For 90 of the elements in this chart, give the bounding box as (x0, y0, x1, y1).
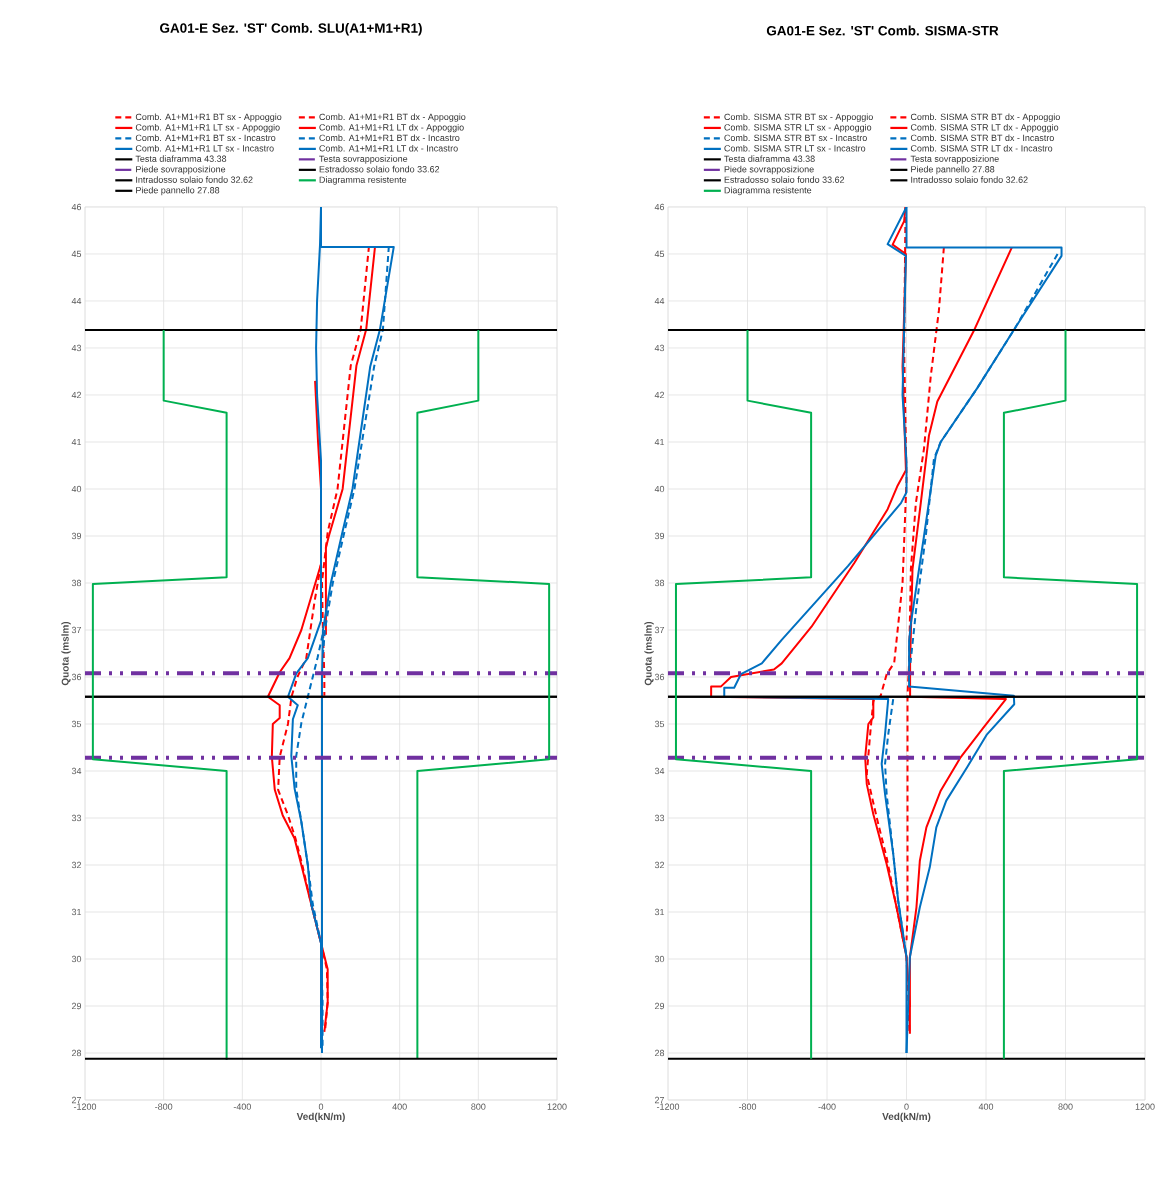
y-tick-label: 37 (654, 626, 664, 634)
y-tick-label: 28 (654, 1049, 664, 1057)
y-tick-label: 27 (71, 1096, 81, 1104)
y-tick-label: 39 (654, 532, 664, 540)
x-tick-label: -800 (738, 1103, 756, 1110)
x-tick-label: -400 (818, 1103, 836, 1110)
legend-label: Comb. SISMA STR BT dx - Incastro (910, 134, 1054, 142)
legend-label: Piede sovrapposizione (724, 165, 814, 175)
y-tick-label: 35 (71, 720, 81, 728)
y-axis-title: Quota (mslm) (61, 621, 71, 686)
y-tick-label: 37 (71, 626, 81, 634)
x-axis-title: Ved(kN/m) (882, 1112, 931, 1122)
legend-label: Diagramma resistente (724, 186, 812, 196)
x-tick-label: -1200 (656, 1103, 679, 1110)
y-tick-label: 38 (654, 579, 664, 587)
y-tick-label: 32 (71, 861, 81, 869)
y-tick-label: 39 (71, 532, 81, 540)
x-tick-label: 1200 (1135, 1103, 1155, 1110)
legend-label: Comb. A1+M1+R1 BT dx - Incastro (319, 134, 460, 142)
legend-label: Comb. SISMA STR BT sx - Incastro (724, 134, 867, 142)
y-tick-label: 33 (71, 814, 81, 822)
legend-label: Comb. A1+M1+R1 LT sx - Appoggio (135, 123, 280, 133)
legend-label: Comb. A1+M1+R1 BT sx - Appoggio (135, 113, 282, 122)
y-tick-label: 44 (654, 297, 665, 305)
x-tick-label: -400 (233, 1103, 251, 1110)
legend-label: Comb. SISMA STR LT sx - Appoggio (724, 123, 872, 133)
y-tick-label: 33 (654, 814, 664, 822)
chart-title: GA01-E Sez. 'ST' Comb. SLU(A1+M1+R1) (159, 22, 422, 36)
x-tick-label: -800 (154, 1103, 173, 1110)
legend-label: Piede pannello 27.88 (136, 186, 220, 196)
y-tick-label: 40 (654, 485, 664, 493)
y-tick-label: 36 (654, 673, 664, 681)
legend-label: Testa sovrapposizione (910, 155, 999, 164)
x-tick-label: 400 (392, 1103, 407, 1110)
y-tick-label: 29 (71, 1002, 81, 1010)
y-tick-label: 29 (654, 1002, 664, 1010)
legend-label: Estradosso solaio fondo 33.62 (319, 165, 439, 173)
y-tick-label: 43 (71, 344, 81, 352)
y-tick-label: 32 (654, 861, 664, 869)
legend-label: Piede sovrapposizione (136, 165, 226, 175)
legend-label: Intradosso solaio fondo 32.62 (136, 176, 253, 183)
legend-label: Testa diaframma 43.38 (135, 155, 227, 162)
y-tick-label: 35 (654, 720, 664, 728)
x-tick-label: 800 (471, 1103, 486, 1110)
x-tick-label: 0 (904, 1103, 909, 1110)
legend-label: Testa sovrapposizione (319, 155, 408, 164)
x-tick-label: 1200 (547, 1103, 567, 1110)
x-tick-label: -1200 (73, 1103, 96, 1110)
legend-label: Piede pannello 27.88 (911, 165, 995, 175)
y-tick-label: 46 (654, 203, 664, 211)
y-tick-label: 36 (71, 673, 81, 681)
y-tick-label: 34 (71, 767, 82, 775)
x-axis-title: Ved(kN/m) (296, 1112, 345, 1122)
legend-label: Comb. SISMA STR BT sx - Appoggio (724, 113, 873, 122)
y-tick-label: 44 (71, 297, 82, 305)
y-axis-title: Quota (mslm) (644, 621, 654, 686)
y-tick-label: 31 (71, 908, 81, 916)
legend-label: Testa diaframma 43.38 (724, 155, 815, 162)
x-tick-label: 0 (318, 1103, 324, 1110)
x-tick-label: 400 (978, 1103, 994, 1110)
y-tick-label: 38 (71, 579, 81, 587)
legend-label: Intradosso solaio fondo 32.62 (911, 176, 1028, 183)
y-tick-label: 30 (654, 955, 664, 963)
legend-label: Comb. A1+M1+R1 BT sx - Incastro (135, 134, 276, 142)
y-tick-label: 31 (654, 908, 664, 916)
y-tick-label: 28 (71, 1049, 81, 1057)
x-tick-label: 800 (1058, 1103, 1073, 1110)
legend-label: Comb. A1+M1+R1 LT dx - Appoggio (319, 123, 464, 133)
y-tick-label: 45 (654, 250, 664, 258)
y-tick-label: 46 (71, 203, 81, 211)
legend-label: Comb. SISMA STR LT sx - Incastro (724, 144, 866, 152)
y-tick-label: 42 (654, 391, 664, 399)
legend-label: Comb. A1+M1+R1 LT dx - Incastro (319, 144, 458, 152)
legend-label: Diagramma resistente (319, 176, 407, 185)
y-tick-label: 30 (71, 955, 81, 963)
y-tick-label: 40 (71, 485, 81, 493)
legend-label: Comb. SISMA STR LT dx - Incastro (910, 144, 1053, 152)
y-tick-label: 34 (654, 767, 665, 775)
y-tick-label: 41 (654, 438, 664, 446)
y-tick-label: 43 (654, 344, 664, 352)
y-tick-label: 45 (71, 250, 81, 258)
chart-title: GA01-E Sez. 'ST' Comb. SISMA-STR (766, 25, 999, 36)
legend-label: Comb. A1+M1+R1 LT sx - Incastro (135, 144, 274, 152)
legend-label: Estradosso solaio fondo 33.62 (724, 176, 844, 183)
y-tick-label: 42 (71, 391, 81, 399)
y-tick-label: 41 (71, 438, 81, 446)
y-tick-label: 27 (654, 1096, 664, 1104)
legend-label: Comb. SISMA STR LT dx - Appoggio (910, 123, 1059, 133)
legend-label: Comb. A1+M1+R1 BT dx - Appoggio (319, 113, 466, 122)
legend-label: Comb. SISMA STR BT dx - Appoggio (910, 113, 1060, 122)
